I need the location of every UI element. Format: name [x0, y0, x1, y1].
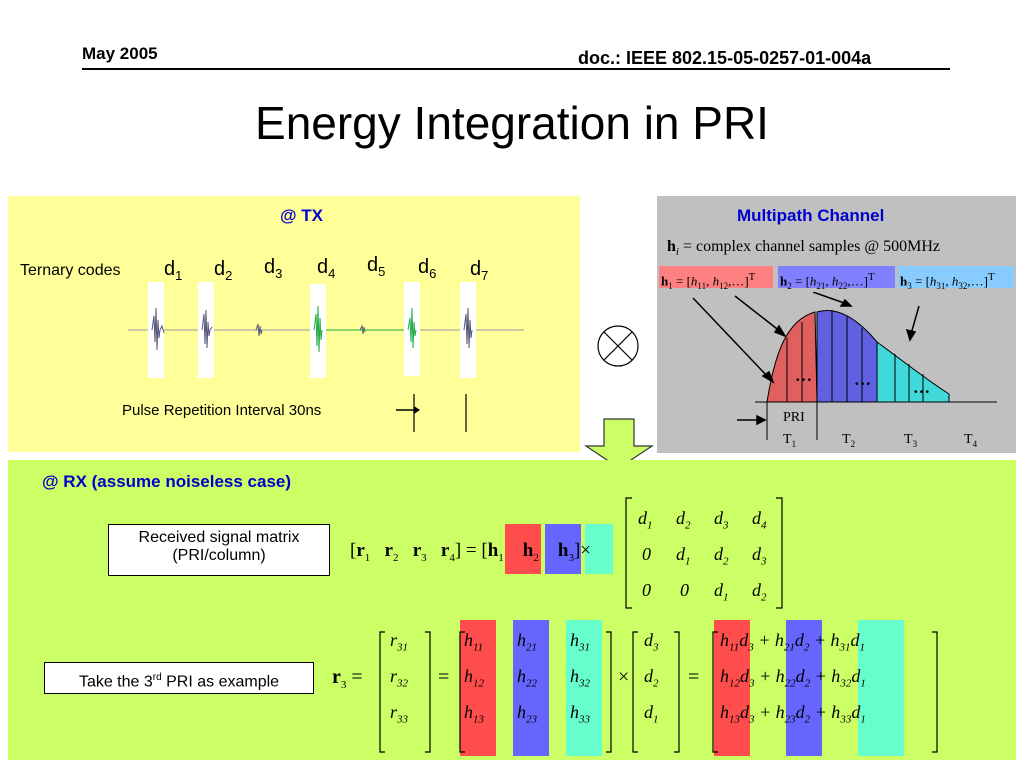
h3-vector-label: h3 = [h31, h32,…]T	[898, 266, 1014, 291]
r3-vector-symbol: r3 =	[332, 666, 363, 691]
t2-label: T2	[842, 432, 856, 449]
d-vec-0: d3	[644, 630, 659, 654]
h-matrix-r0c1: h21	[517, 630, 537, 654]
result-col2-highlight	[786, 620, 822, 756]
result-row-2: h12d3 + h22d2 + h32d1	[720, 666, 866, 690]
h-matrix-r1c1: h22	[517, 666, 537, 690]
r-vec-2: r33	[390, 702, 409, 726]
rx-heading: @ RX (assume noiseless case)	[42, 472, 292, 491]
h-col2-highlight	[513, 620, 549, 756]
channel-pri-label: PRI	[783, 410, 805, 425]
d-matrix-r2c1: 0	[680, 580, 689, 600]
code-symbol-6: d6	[418, 256, 437, 281]
received-signal-equation: [r1 r2 r3 r4] = [h1 h2 h3]×	[350, 540, 591, 564]
h-col1-highlight	[460, 620, 496, 756]
h-matrix-r1c0: h12	[464, 666, 484, 690]
h1-vector-label: h1 = [h11, h12,…]T	[659, 266, 773, 291]
channel-panel: Multipath Channel hi = complex channel s…	[657, 196, 1016, 453]
down-arrow-icon	[584, 418, 654, 469]
h-matrix-r0c2: h31	[570, 630, 590, 654]
header-date: May 2005	[82, 44, 158, 63]
h-matrix-r2c0: h13	[464, 702, 484, 726]
d-matrix-r1c2: d2	[714, 544, 729, 568]
result-row-3: h13d3 + h23d2 + h33d1	[720, 702, 866, 726]
code-symbol-2: d2	[214, 258, 233, 283]
r-vec-0: r31	[390, 630, 409, 654]
pri-label: Pulse Repetition Interval 30ns	[122, 402, 322, 419]
d-matrix-r0c1: d2	[676, 508, 691, 532]
d-matrix-r1c1: d1	[676, 544, 691, 568]
ellipsis-h3: …	[913, 378, 930, 397]
d-matrix-r2c0: 0	[642, 580, 651, 600]
d-vec-1: d2	[644, 666, 659, 690]
code-symbol-5: d5	[367, 254, 386, 279]
d-matrix-r0c3: d4	[752, 508, 767, 532]
box1-line1: Received signal matrix	[138, 529, 300, 546]
code-symbol-4: d4	[317, 256, 336, 281]
t1-label: T1	[783, 432, 797, 449]
h1-highlight	[505, 524, 541, 574]
tx-panel: @ TX Ternary codes d1 d2 d3 d4 d5 d6 d7 …	[8, 196, 580, 452]
h3-highlight	[585, 524, 613, 574]
result-col3-highlight	[858, 620, 904, 756]
h2-vector-label: h2 = [h21, h22,…]T	[778, 266, 895, 291]
code-symbol-7: d7	[470, 258, 489, 283]
d-matrix-r2c3: d2	[752, 580, 767, 604]
tx-heading: @ TX	[280, 206, 324, 225]
channel-impulse-response-diagram	[692, 292, 997, 440]
code-symbol-1: d1	[164, 258, 183, 283]
d-matrix-r0c0: d1	[638, 508, 653, 532]
d-matrix-r1c3: d3	[752, 544, 767, 568]
ellipsis-h1: …	[795, 366, 812, 385]
ternary-codes-label: Ternary codes	[20, 262, 121, 279]
header-divider	[82, 68, 950, 70]
h-matrix-r2c1: h23	[517, 702, 537, 726]
d-matrix-r0c2: d3	[714, 508, 729, 532]
second-equation-brackets	[379, 631, 938, 753]
slide-title: Energy Integration in PRI	[255, 97, 769, 149]
third-pri-example-box: Take the 3rd PRI as example	[44, 662, 314, 694]
result-row-1: h11d3 + h21d2 + h31d1	[720, 630, 865, 654]
channel-definition-text: = complex channel samples @ 500MHz	[682, 238, 940, 255]
code-symbol-3: d3	[264, 256, 283, 281]
d-vec-2: d1	[644, 702, 659, 726]
times-sign: ×	[618, 666, 630, 688]
h-matrix-r0c0: h11	[464, 630, 484, 654]
box1-line2: (PRI/column)	[172, 547, 266, 564]
channel-heading: Multipath Channel	[737, 206, 885, 225]
ellipsis-h2: …	[854, 370, 871, 389]
header-doc-id: doc.: IEEE 802.15-05-0257-01-004a	[578, 48, 872, 68]
received-signal-matrix-box: Received signal matrix (PRI/column)	[108, 524, 330, 576]
d-matrix-r1c0: 0	[642, 544, 651, 564]
t3-label: T3	[904, 432, 918, 449]
h-matrix-r2c2: h33	[570, 702, 590, 726]
rx-panel: @ RX (assume noiseless case) Received si…	[8, 460, 1016, 760]
equals-2: =	[688, 666, 700, 688]
r-vec-1: r32	[390, 666, 409, 690]
pulse-train-waveform	[128, 282, 524, 378]
equals-1: =	[438, 666, 450, 688]
h-matrix-r1c2: h32	[570, 666, 590, 690]
d-matrix-brackets	[625, 497, 783, 609]
convolution-operator-icon	[597, 325, 639, 367]
result-col1-highlight	[714, 620, 750, 756]
pri-interval-marker	[396, 394, 467, 432]
channel-definition: hi = complex channel samples @ 500MHz	[667, 238, 940, 259]
h2-highlight	[545, 524, 581, 574]
d-matrix-r2c2: d1	[714, 580, 729, 604]
t4-label: T4	[964, 432, 978, 449]
h-col3-highlight	[566, 620, 602, 756]
